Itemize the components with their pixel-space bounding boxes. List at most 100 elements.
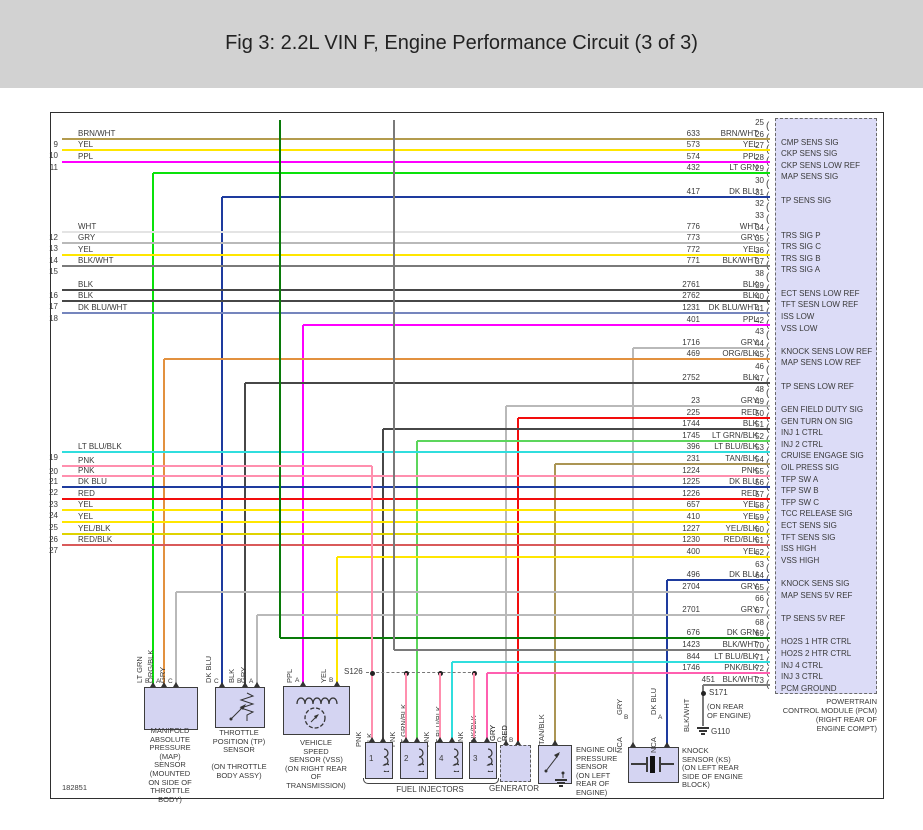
pcm-pin-59-wire-h xyxy=(62,521,770,524)
pcm-pin-35-number: 35 xyxy=(755,234,764,244)
left-wire-13-number: 13 xyxy=(49,244,58,254)
pcm-pin-54-signal: OIL PRESS SIG xyxy=(781,462,839,472)
pcm-pin-69-wire-v xyxy=(279,120,281,639)
pcm-pin-65-wire-v xyxy=(175,591,177,687)
knock-element-line-r xyxy=(660,763,674,765)
pcm-pin-62-wire-number: 400 xyxy=(686,546,700,556)
pcm-pin-50-wire-v xyxy=(517,417,519,745)
vss-wire-arrow xyxy=(300,681,306,686)
left-wire-9-color: BRN/WHT xyxy=(78,128,116,138)
s171-wire-color-label: BLK/WHT xyxy=(682,698,691,732)
pcm-pin-67-wire-h xyxy=(257,614,770,617)
pcm-pin-40-wire-color: BLK xyxy=(742,291,758,301)
knock-pin-letter: A xyxy=(658,714,663,721)
figure-title: Fig 3: 2.2L VIN F, Engine Performance Ci… xyxy=(225,32,698,54)
tp-pin-letter: C xyxy=(214,678,219,685)
pcm-pin-54-wire-v xyxy=(554,463,556,745)
pcm-pin-52-wire-number: 1745 xyxy=(682,430,700,440)
pcm-pin-31-wire-color: DK BLU xyxy=(729,186,758,196)
injector-3-pnk-wire xyxy=(473,673,475,742)
pcm-pin-71-wire-number: 844 xyxy=(686,651,700,661)
map-sensor-label-line: ON SIDE OF xyxy=(148,777,192,787)
pcm-pin-63-arc: ( xyxy=(766,562,770,574)
knock-element-line-l xyxy=(631,763,646,765)
pcm-pin-69-number: 69 xyxy=(755,629,764,639)
pcm-pin-53-wire-number: 396 xyxy=(686,442,700,452)
pcm-pin-73-number: 73 xyxy=(755,675,764,685)
pcm-pin-45-wire-h xyxy=(164,358,770,361)
pcm-pin-58-wire-color: YEL xyxy=(742,500,758,510)
map-sensor-label-line: BODY) xyxy=(158,794,182,804)
generator-pin-letter: B xyxy=(509,737,514,744)
fuel-injector-1-number: 1 xyxy=(369,754,374,763)
tp-sensor-label-line: SENSOR xyxy=(223,745,255,755)
tp-pin-letter: B xyxy=(237,678,242,685)
pcm-pin-51-wire-v xyxy=(382,429,384,742)
pcm-pin-73-wire-v xyxy=(702,684,704,726)
pcm-pin-67-number: 67 xyxy=(755,606,764,616)
pcm-pin-40-wire-number: 2762 xyxy=(682,291,700,301)
pcm-pin-57-signal: TFP SW C xyxy=(781,497,820,507)
pcm-pin-57-wire-number: 1226 xyxy=(682,488,700,498)
pcm-pin-42-wire-color: PPL xyxy=(742,314,758,324)
pcm-pin-72-number: 72 xyxy=(755,664,764,674)
pcm-pin-35-signal: TRS SIG C xyxy=(781,242,822,252)
pcm-pin-27-wire-h xyxy=(62,149,770,152)
pcm-pin-58-number: 58 xyxy=(755,501,764,511)
injector-2-pnk-wire xyxy=(439,673,441,742)
pcm-pin-65-wire-number: 2704 xyxy=(682,581,700,591)
pcm-pin-26-signal: CMP SENS SIG xyxy=(781,137,839,147)
knock-sensor-label-line: SENSOR (KS) xyxy=(682,754,731,764)
knock-sensor-label-line: BLOCK) xyxy=(682,780,710,790)
s171-note-line2: OF ENGINE) xyxy=(707,711,751,720)
knock-element-bar xyxy=(650,756,655,773)
left-wire-26-color: YEL/BLK xyxy=(78,523,111,533)
fuel-injector-3-number: 3 xyxy=(473,754,478,763)
s171-label: S171 xyxy=(709,688,728,697)
pcm-pin-43-arc: ( xyxy=(766,330,770,342)
pcm-pin-54-wire-color: TAN/BLK xyxy=(725,453,758,463)
left-wire-24-color: YEL xyxy=(78,500,94,510)
pcm-pin-58-wire-number: 657 xyxy=(686,500,700,510)
pcm-pin-45-wire-color: ORG/BLK xyxy=(722,349,758,359)
pcm-pin-62-number: 62 xyxy=(755,547,764,557)
knock-nca-label: NCA xyxy=(615,737,624,753)
pcm-pin-42-wire-number: 401 xyxy=(686,314,700,324)
pcm-pin-31-wire-number: 417 xyxy=(686,186,700,196)
pcm-pin-67-signal: TP SENS 5V REF xyxy=(781,614,846,624)
pcm-pin-56-wire-number: 1225 xyxy=(682,477,700,487)
knock-sensor-label: KNOCK SENSOR (KS) (ON LEFT REAR SIDE OF ENG… xyxy=(682,746,772,790)
oil-ground-symbol-bar0 xyxy=(555,779,567,781)
pcm-pin-34-wire-h xyxy=(62,230,770,233)
map-pin-letter: B xyxy=(145,678,150,685)
fuel-injector-4-wire-arrow xyxy=(449,737,455,742)
left-wire-21-color: PNK xyxy=(78,465,95,475)
pcm-pin-51-wire-h xyxy=(383,428,770,431)
left-wire-20-wire-h xyxy=(62,465,372,467)
map-sensor-label: MANIFOLD ABSOLUTE PRESSURE (MAP) SENSOR (MOU… xyxy=(138,726,202,804)
g110-ground-symbol-bar2 xyxy=(701,733,705,735)
pcm-pin-32-number: 32 xyxy=(755,199,764,209)
left-wire-20-color: PNK xyxy=(78,456,95,465)
pcm-pin-31-wire-h xyxy=(222,195,770,198)
pcm-pin-41-signal: ISS LOW xyxy=(781,311,815,321)
pcm-pin-31-signal: TP SENS SIG xyxy=(781,195,832,205)
knock-sensor-label-line: (ON LEFT REAR xyxy=(682,763,739,773)
s171-splice-dot xyxy=(700,690,706,696)
pcm-pin-36-signal: TRS SIG B xyxy=(781,253,821,263)
title-bar xyxy=(0,0,923,88)
left-wire-19-number: 19 xyxy=(49,453,58,463)
pcm-pin-38-number: 38 xyxy=(755,269,764,279)
left-wire-25-color: YEL xyxy=(78,512,94,522)
pcm-pin-53-signal: CRUISE ENGAGE SIG xyxy=(781,451,864,461)
pcm-pin-26-wire-color: BRN/WHT xyxy=(720,128,758,138)
pcm-pin-42-number: 42 xyxy=(755,315,764,325)
pcm-pin-47-wire-v xyxy=(244,382,246,687)
s126-label: S126 xyxy=(344,667,363,676)
map-wire-arrow xyxy=(173,682,179,687)
pcm-pin-42-wire-vlabel: PPL xyxy=(285,668,294,683)
pcm-pin-49-number: 49 xyxy=(755,396,764,406)
vss-label-line: OF TRANSMISSION) xyxy=(286,772,346,790)
knock-wire-arrow xyxy=(664,742,670,747)
vss-label-line: SPEED xyxy=(303,746,329,756)
